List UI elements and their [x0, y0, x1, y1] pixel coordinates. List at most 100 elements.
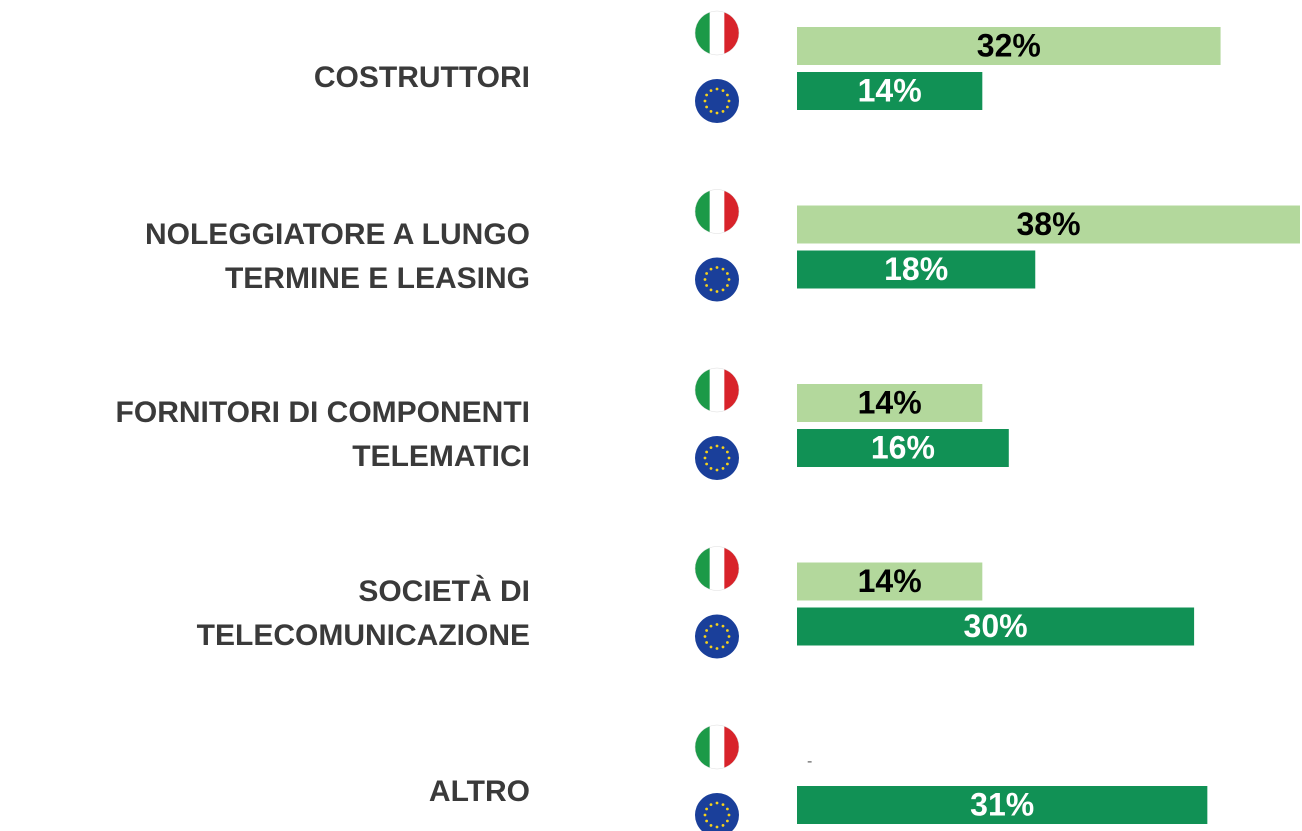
flag-star: [705, 93, 709, 97]
flag-outline: [694, 10, 740, 56]
flag-star: [715, 87, 719, 91]
flag-outline: [694, 724, 740, 770]
flag-star: [703, 99, 707, 103]
value-label: 18%: [884, 251, 948, 287]
flag-star: [715, 801, 719, 805]
flag-star: [725, 272, 729, 275]
bar: [797, 384, 983, 422]
flag-eu: [695, 79, 739, 123]
flag-star: [725, 450, 729, 454]
flag-italy: [695, 546, 739, 591]
flag-star: [705, 462, 709, 466]
flag-star: [709, 109, 713, 113]
value-label: 32%: [977, 27, 1041, 63]
flag-italy: [695, 725, 739, 769]
flag-star: [703, 278, 707, 281]
flag-star: [721, 288, 725, 292]
flag-stripe: [695, 546, 711, 591]
flag-star: [705, 819, 709, 823]
flag-star: [725, 641, 729, 644]
flag-star: [709, 803, 713, 807]
bar: [797, 607, 1195, 646]
flag-star: [715, 444, 719, 448]
flag-star: [715, 623, 719, 626]
value-label: 16%: [871, 429, 935, 465]
flag-star: [715, 647, 719, 650]
bar: [797, 429, 1009, 467]
category-label: ALTRO: [428, 775, 530, 808]
flag-star: [715, 825, 719, 829]
flag-star: [715, 290, 719, 293]
value-label: -: [807, 753, 812, 770]
bar: [797, 250, 1036, 289]
bar: [797, 786, 1208, 824]
flag-star: [705, 807, 709, 811]
flag-star: [725, 462, 729, 466]
value-label: 14%: [858, 72, 922, 108]
flag-star: [709, 624, 713, 628]
value-label: 30%: [964, 608, 1028, 644]
flag-star: [705, 641, 709, 644]
flag-star: [715, 111, 719, 115]
flag-star: [705, 629, 709, 632]
value-label: 38%: [1016, 206, 1080, 242]
flag-stripe: [709, 725, 725, 769]
category-label: SOCIETÀ DI TELECOMUNICAZIONE: [196, 574, 530, 652]
flag-star: [703, 635, 707, 638]
flag-italy: [695, 11, 739, 55]
flag-star: [709, 446, 713, 450]
flag-eu: [695, 614, 739, 659]
flag-stripe: [724, 725, 739, 769]
flag-stripe: [695, 725, 711, 769]
flag-star: [721, 89, 725, 93]
value-label: 31%: [970, 786, 1034, 822]
category-label: NOLEGGIATORE A LUNGO TERMINE E LEASING: [144, 217, 530, 295]
flag-star: [721, 624, 725, 628]
flag-star: [725, 819, 729, 823]
category-label: COSTRUTTORI: [313, 61, 530, 94]
flag-star: [725, 807, 729, 811]
value-label: 14%: [858, 563, 922, 599]
flag-star: [709, 288, 713, 292]
value-label: 14%: [858, 384, 922, 420]
flag-star: [705, 284, 709, 287]
flag-star: [709, 645, 713, 649]
flag-star: [721, 267, 725, 271]
flag-outline: [694, 546, 740, 591]
flag-stripe: [695, 11, 711, 55]
flag-star: [715, 266, 719, 269]
flag-stripe: [709, 368, 725, 412]
flag-star: [709, 89, 713, 93]
flag-star: [721, 645, 725, 649]
flag-star: [725, 105, 729, 109]
flag-star: [705, 105, 709, 109]
bar: [797, 562, 983, 601]
flag-star: [709, 823, 713, 827]
flag-star: [721, 109, 725, 113]
flag-star: [709, 466, 713, 470]
bar: [797, 72, 983, 110]
bar: [797, 27, 1221, 65]
flag-stripe: [724, 368, 739, 412]
flag-eu: [695, 793, 739, 831]
flag-star: [703, 813, 707, 817]
flag-stripe: [724, 189, 739, 234]
flag-italy: [695, 189, 739, 234]
flag-outline: [694, 189, 740, 234]
flag-eu: [695, 436, 739, 480]
bar: [797, 205, 1300, 244]
flag-star: [721, 466, 725, 470]
flag-star: [727, 813, 731, 817]
flag-star: [709, 267, 713, 271]
flag-eu: [695, 257, 739, 302]
flag-star: [725, 93, 729, 97]
flag-star: [721, 446, 725, 450]
flag-star: [703, 456, 707, 460]
flag-star: [725, 629, 729, 632]
flag-star: [705, 272, 709, 275]
flag-star: [727, 278, 731, 281]
flag-star: [715, 468, 719, 472]
flag-stripe: [724, 11, 739, 55]
